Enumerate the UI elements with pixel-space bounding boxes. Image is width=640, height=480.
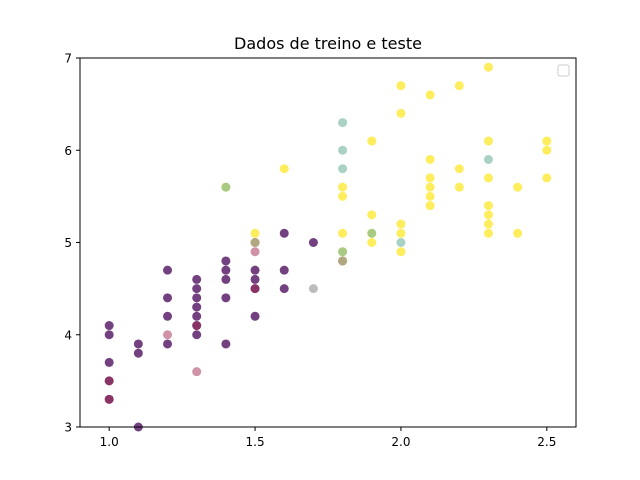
data-point <box>396 81 406 91</box>
data-point <box>104 321 114 331</box>
x-axis: 1.0 1.5 2.0 2.5 <box>100 427 556 449</box>
data-point <box>483 62 493 72</box>
y-tick-label: 4 <box>64 328 72 342</box>
y-axis: 3 4 5 6 7 <box>64 52 80 435</box>
data-point <box>308 238 318 247</box>
data-point <box>192 274 202 284</box>
data-point <box>279 164 289 174</box>
data-point <box>104 394 114 404</box>
data-point <box>192 293 202 303</box>
data-point <box>338 228 348 238</box>
data-point <box>133 348 143 358</box>
data-point <box>483 154 493 164</box>
data-point <box>425 201 435 211</box>
data-point <box>163 339 173 349</box>
data-point <box>192 330 202 340</box>
x-tick-label: 2.0 <box>391 435 410 449</box>
points-layer <box>104 62 552 432</box>
data-point <box>163 293 173 303</box>
data-point <box>308 284 318 294</box>
data-point <box>454 164 464 174</box>
data-point <box>425 90 435 100</box>
data-point <box>279 265 289 275</box>
data-point <box>250 274 260 284</box>
data-point <box>367 136 377 146</box>
data-point <box>250 238 260 247</box>
data-point <box>338 118 348 128</box>
data-point <box>338 164 348 174</box>
data-point <box>513 228 523 238</box>
data-point <box>104 357 114 367</box>
data-point <box>250 311 260 321</box>
chart-title: Dados de treino e teste <box>234 34 422 53</box>
y-tick-label: 5 <box>64 236 72 250</box>
data-point <box>192 302 202 312</box>
data-point <box>425 182 435 192</box>
data-point <box>163 265 173 275</box>
data-point <box>454 182 464 192</box>
data-point <box>221 182 231 192</box>
data-point <box>396 108 406 118</box>
x-tick-label: 2.5 <box>537 435 556 449</box>
data-point <box>250 228 260 238</box>
y-tick-label: 6 <box>64 144 72 158</box>
data-point <box>396 228 406 238</box>
data-point <box>221 274 231 284</box>
data-point <box>338 182 348 192</box>
data-point <box>192 284 202 294</box>
data-point <box>396 247 406 257</box>
y-tick-label: 3 <box>64 421 72 435</box>
data-point <box>338 247 348 257</box>
data-point <box>133 339 143 349</box>
data-point <box>367 228 377 238</box>
data-point <box>425 191 435 201</box>
data-point <box>338 256 348 266</box>
x-tick-label: 1.0 <box>100 435 119 449</box>
data-point <box>192 367 202 377</box>
data-point <box>250 247 260 257</box>
data-point <box>221 293 231 303</box>
data-point <box>367 210 377 220</box>
data-point <box>483 219 493 229</box>
data-point <box>425 154 435 164</box>
data-point <box>221 339 231 349</box>
data-point <box>192 321 202 331</box>
data-point <box>338 191 348 201</box>
data-point <box>483 136 493 146</box>
data-point <box>367 238 377 247</box>
data-point <box>104 330 114 340</box>
data-point <box>104 376 114 386</box>
data-point <box>454 81 464 91</box>
data-point <box>542 173 552 183</box>
data-point <box>483 228 493 238</box>
data-point <box>279 284 289 294</box>
data-point <box>513 182 523 192</box>
data-point <box>483 173 493 183</box>
data-point <box>279 228 289 238</box>
data-point <box>483 201 493 211</box>
data-point <box>192 311 202 321</box>
data-point <box>396 238 406 247</box>
data-point <box>542 145 552 155</box>
data-point <box>338 145 348 155</box>
data-point <box>163 330 173 340</box>
data-point <box>542 136 552 146</box>
data-point <box>163 311 173 321</box>
y-tick-label: 7 <box>64 52 72 66</box>
data-point <box>425 173 435 183</box>
data-point <box>250 265 260 275</box>
data-point <box>250 284 260 294</box>
data-point <box>483 210 493 220</box>
data-point <box>396 219 406 229</box>
data-point <box>221 265 231 275</box>
data-point <box>221 256 231 266</box>
x-tick-label: 1.5 <box>246 435 265 449</box>
legend-box <box>557 64 570 77</box>
